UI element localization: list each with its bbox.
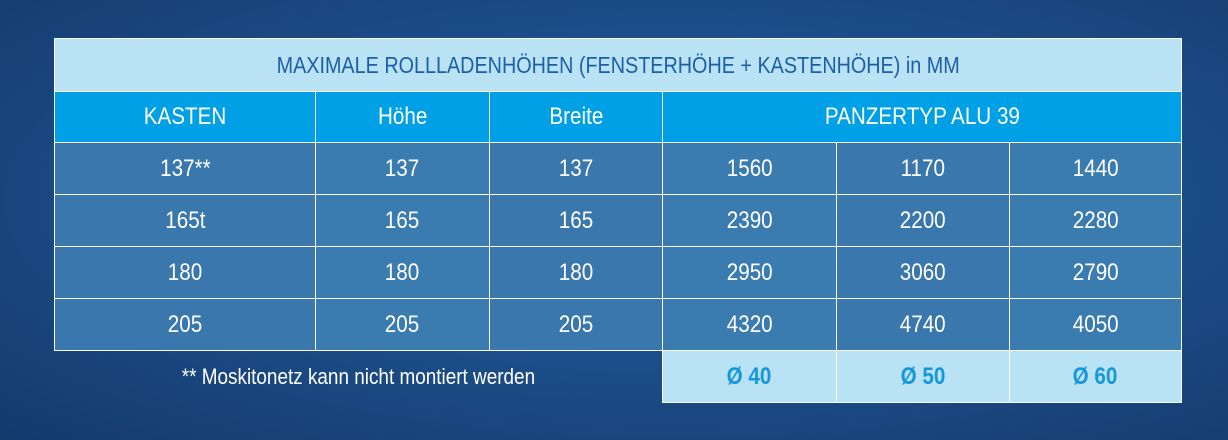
cell-hoehe: 137: [315, 142, 490, 195]
cell-kasten: 137**: [54, 142, 316, 195]
cell-kasten: 180: [54, 246, 316, 299]
cell-value-2: 2200: [836, 194, 1010, 247]
cell-value-3: 2790: [1009, 246, 1182, 299]
header-hoehe: Höhe: [315, 91, 490, 143]
cell-breite: 180: [489, 246, 663, 299]
cell-kasten: 205: [54, 298, 316, 351]
cell-hoehe: 165: [315, 194, 490, 247]
cell-value-2: 4740: [836, 298, 1010, 351]
diameter-40: Ø 40: [662, 350, 837, 403]
header-row: KASTEN Höhe Breite PANZERTYP ALU 39: [54, 91, 1182, 143]
cell-value-1: 2390: [662, 194, 837, 247]
cell-value-1: 2950: [662, 246, 837, 299]
cell-breite: 137: [489, 142, 663, 195]
cell-value-1: 1560: [662, 142, 837, 195]
header-kasten: KASTEN: [54, 91, 316, 143]
rollladen-table-container: MAXIMALE ROLLLADENHÖHEN (FENSTERHÖHE + K…: [54, 38, 1182, 403]
table-row: 205 205 205 4320 4740 4050: [54, 298, 1182, 351]
header-panzertyp: PANZERTYP ALU 39: [662, 91, 1182, 143]
table-title: MAXIMALE ROLLLADENHÖHEN (FENSTERHÖHE + K…: [54, 38, 1182, 92]
cell-hoehe: 205: [315, 298, 490, 351]
cell-value-2: 1170: [836, 142, 1010, 195]
cell-value-1: 4320: [662, 298, 837, 351]
cell-breite: 205: [489, 298, 663, 351]
footnote: ** Moskitonetz kann nicht montiert werde…: [181, 363, 535, 389]
cell-breite: 165: [489, 194, 663, 247]
cell-kasten: 165t: [54, 194, 316, 247]
table-row: 165t 165 165 2390 2200 2280: [54, 194, 1182, 247]
diameter-50: Ø 50: [836, 350, 1010, 403]
cell-hoehe: 180: [315, 246, 490, 299]
rollladen-height-table: MAXIMALE ROLLLADENHÖHEN (FENSTERHÖHE + K…: [54, 38, 1182, 403]
cell-value-2: 3060: [836, 246, 1010, 299]
title-row: MAXIMALE ROLLLADENHÖHEN (FENSTERHÖHE + K…: [54, 38, 1182, 92]
cell-value-3: 4050: [1009, 298, 1182, 351]
header-breite: Breite: [489, 91, 663, 143]
diameter-60: Ø 60: [1009, 350, 1182, 403]
footer-row: ** Moskitonetz kann nicht montiert werde…: [55, 350, 1182, 403]
cell-value-3: 2280: [1009, 194, 1182, 247]
table-row: 137** 137 137 1560 1170 1440: [54, 142, 1182, 195]
cell-value-3: 1440: [1009, 142, 1182, 195]
table-row: 180 180 180 2950 3060 2790: [54, 246, 1182, 299]
